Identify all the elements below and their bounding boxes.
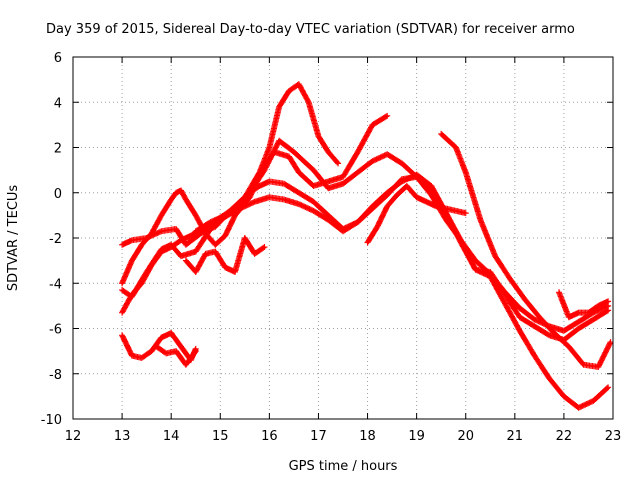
- plot-frame: [72, 56, 614, 420]
- y-tick-label: -8: [49, 368, 62, 383]
- series-track-e: [192, 173, 612, 411]
- series-track-i: [364, 182, 469, 246]
- x-tick-label: 12: [65, 429, 82, 444]
- series-track-g: [153, 343, 199, 368]
- y-axis-title: SDTVAR / TECUs: [6, 185, 21, 292]
- series-trace: [439, 131, 613, 370]
- series-trace: [193, 174, 611, 411]
- x-tick-label: 17: [310, 429, 327, 444]
- series-trace: [183, 236, 267, 275]
- series-trace: [556, 290, 610, 320]
- y-tick-label: 4: [54, 96, 62, 111]
- grid: [73, 57, 613, 419]
- series-trace: [154, 344, 198, 367]
- x-tick-label: 23: [605, 429, 622, 444]
- series-track-j: [438, 130, 613, 370]
- x-tick-label: 15: [212, 429, 229, 444]
- x-tick-label: 21: [507, 429, 524, 444]
- x-axis-title: GPS time / hours: [289, 459, 398, 474]
- y-tick-label: -10: [41, 413, 62, 428]
- y-tick-label: -6: [49, 323, 62, 338]
- series-track-h: [182, 235, 268, 275]
- x-tick-label: 19: [408, 429, 425, 444]
- x-tick-label: 14: [163, 429, 180, 444]
- x-tick-label: 13: [114, 429, 131, 444]
- y-tick-label: 2: [54, 142, 62, 157]
- data-point: [236, 205, 243, 212]
- chart-title: Day 359 of 2015, Sidereal Day-to-day VTE…: [46, 22, 575, 37]
- series-track-k: [556, 289, 612, 321]
- data-point: [222, 212, 229, 219]
- x-tick-label: 20: [457, 429, 474, 444]
- y-tick-label: -4: [49, 277, 62, 292]
- y-tick-label: -2: [49, 232, 62, 247]
- series-trace: [365, 183, 468, 245]
- plot-area: [119, 81, 613, 411]
- y-tick-label: 6: [54, 51, 62, 66]
- x-tick-label: 16: [261, 429, 278, 444]
- y-tick-label: 0: [54, 187, 62, 202]
- x-tick-label: 22: [556, 429, 573, 444]
- x-tick-label: 18: [359, 429, 376, 444]
